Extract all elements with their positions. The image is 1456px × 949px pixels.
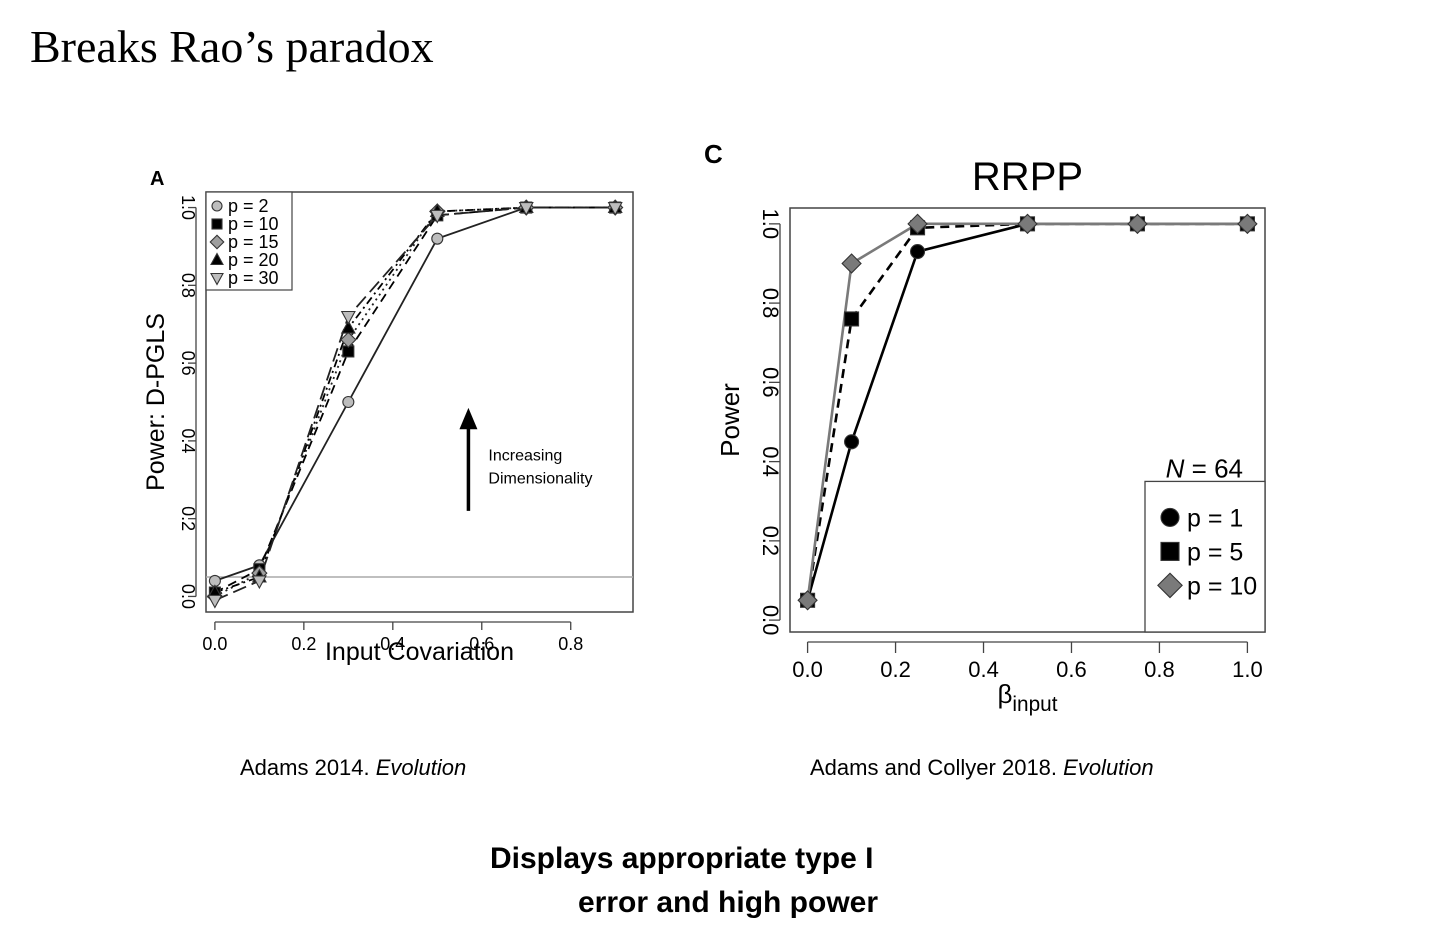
chart-a: A 0.0 0.2 0.4 0.6 0.8 0.0 0.2 0.4 0.6 0.8 1.0 Input … xyxy=(142,168,634,666)
caption-c-journal: Evolution xyxy=(1063,755,1154,780)
x-tick-label: 0.2 xyxy=(291,634,316,654)
y-tick-label: 0.8 xyxy=(758,288,783,319)
data-point xyxy=(342,395,355,409)
x-tick-label: 1.0 xyxy=(1232,657,1263,682)
legend-label: p = 10 xyxy=(1187,572,1257,600)
data-point xyxy=(844,434,860,450)
y-tick-label: 0.8 xyxy=(178,273,198,298)
panel-label: A xyxy=(150,168,164,190)
x-axis-label: Input Covariation xyxy=(325,638,514,666)
x-axis-label-main: β xyxy=(997,679,1012,709)
legend-label: p = 30 xyxy=(228,268,279,288)
data-point xyxy=(207,594,223,609)
data-point xyxy=(907,213,928,235)
legend-label: p = 20 xyxy=(228,250,279,270)
caption-a: Adams 2014. Evolution xyxy=(240,755,466,781)
conclusion-line-2: error and high power xyxy=(578,886,879,919)
y-tick-label: 0.6 xyxy=(758,367,783,398)
legend-marker xyxy=(211,200,223,212)
sample-size-value: = 64 xyxy=(1184,453,1243,483)
x-axis-label-sub: input xyxy=(1012,693,1057,716)
x-tick-label: 0.8 xyxy=(1144,657,1175,682)
data-point xyxy=(340,331,357,348)
sample-size-symbol: N xyxy=(1166,453,1185,483)
data-point xyxy=(1237,213,1258,235)
x-tick-label: 0.4 xyxy=(380,634,405,654)
x-tick-label: 0.0 xyxy=(202,634,227,654)
series-line-1 xyxy=(214,206,616,594)
series-line-4 xyxy=(214,206,616,602)
plot-frame xyxy=(205,191,634,613)
data-point xyxy=(841,253,862,274)
legend-marker xyxy=(1160,507,1180,527)
x-axis-label-main: Input Covariation xyxy=(325,638,514,666)
chart-title: RRPP xyxy=(972,155,1083,199)
legend-label: p = 1 xyxy=(1187,504,1243,532)
annotation-line-1: Increasing xyxy=(488,447,562,464)
data-point xyxy=(607,202,623,216)
caption-c-text: Adams and Collyer 2018. xyxy=(810,755,1064,780)
x-tick-label: 0.0 xyxy=(792,657,823,682)
y-tick-label: 0.2 xyxy=(758,526,783,557)
legend-label: p = 15 xyxy=(228,232,279,252)
annotation-line-2: Dimensionality xyxy=(488,471,592,488)
y-axis-label: Power: D-PGLS xyxy=(142,313,170,491)
legend: p = 1 p = 5 p = 10 xyxy=(1144,480,1266,633)
y-tick-label: 1.0 xyxy=(758,209,783,240)
plot-frame xyxy=(789,207,1266,633)
data-point xyxy=(797,590,818,611)
x-tick-label: 0.6 xyxy=(1056,657,1087,682)
legend-marker xyxy=(1157,572,1183,599)
legend-marker xyxy=(1160,541,1180,561)
legend: p = 2p = 10p = 15p = 20p = 30 xyxy=(205,191,293,291)
data-point xyxy=(844,311,860,327)
sample-size-note: N = 64 xyxy=(1166,453,1243,483)
legend-label: p = 5 xyxy=(1187,538,1243,566)
conclusion-line-1: Displays appropriate type I xyxy=(490,842,874,875)
data-point xyxy=(1017,213,1038,235)
data-point xyxy=(518,202,534,216)
data-point xyxy=(1127,213,1148,235)
x-tick-label: 0.4 xyxy=(968,657,999,682)
caption-a-text: Adams 2014. xyxy=(240,755,376,780)
x-tick-label: 0.2 xyxy=(880,657,911,682)
data-point xyxy=(431,232,444,245)
x-axis-label: βinput xyxy=(997,679,1057,716)
legend-marker xyxy=(211,218,223,230)
y-tick-label: 0.6 xyxy=(178,351,198,376)
data-point xyxy=(340,319,356,334)
chart-c: C RRPP 0.0 0.2 0.4 0.6 0.8 1.0 0.0 0.2 0.4 0.6 0.8 1.… xyxy=(704,139,1266,716)
y-tick-label: 0.0 xyxy=(178,584,198,609)
y-axis-label: Power xyxy=(715,383,745,457)
x-tick-label: 0.6 xyxy=(469,634,494,654)
data-point xyxy=(909,244,926,260)
legend-marker xyxy=(209,234,225,250)
panel-label: C xyxy=(704,139,723,169)
legend-label: p = 2 xyxy=(228,196,269,216)
caption-a-journal: Evolution xyxy=(375,755,467,780)
increasing-arrow-head xyxy=(459,407,478,430)
y-tick-label: 0.0 xyxy=(758,605,783,636)
legend-marker xyxy=(210,272,224,286)
slide-title: Breaks Rao’s paradox xyxy=(30,21,434,72)
legend-marker xyxy=(210,252,224,266)
data-point xyxy=(429,209,445,224)
y-tick-label: 1.0 xyxy=(178,195,198,220)
data-point xyxy=(340,310,356,325)
data-point xyxy=(251,575,267,590)
y-tick-label: 0.4 xyxy=(178,428,198,453)
y-tick-label: 0.4 xyxy=(758,446,783,477)
x-tick-label: 0.8 xyxy=(558,634,583,654)
legend-label: p = 10 xyxy=(228,214,279,234)
caption-c: Adams and Collyer 2018. Evolution xyxy=(810,755,1154,781)
y-tick-label: 0.2 xyxy=(178,506,198,531)
